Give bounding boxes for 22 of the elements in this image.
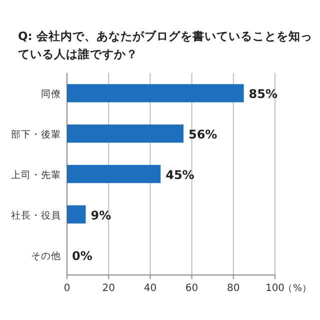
x-tick-label: 80 xyxy=(227,283,240,294)
x-axis-title: （%） xyxy=(283,283,312,294)
bar xyxy=(67,164,161,184)
y-tick-label: その他 xyxy=(31,250,61,262)
bar xyxy=(67,124,184,143)
y-tick-label: 上司・先輩 xyxy=(11,169,61,181)
y-tick-label: 部下・後輩 xyxy=(11,128,61,141)
x-tick-label: 60 xyxy=(185,283,198,294)
data-label: 45% xyxy=(166,168,194,182)
y-tick-label: 同僚 xyxy=(41,88,61,100)
data-label: 0% xyxy=(72,248,92,263)
x-tick-label: 40 xyxy=(144,283,157,294)
data-label: 56% xyxy=(188,128,218,142)
y-tick-label: 社長・役員 xyxy=(11,209,61,222)
bar xyxy=(67,205,86,224)
x-tick-label: 0 xyxy=(64,283,70,294)
data-label: 9% xyxy=(90,208,112,222)
chart-title: Q: 会社内で、あなたがブログを書いていることを知っている人は誰ですか？ xyxy=(18,29,312,61)
data-label: 85% xyxy=(248,87,278,102)
bar xyxy=(67,84,244,102)
x-tick-label: 100 xyxy=(265,283,285,294)
x-tick-label: 20 xyxy=(102,283,115,294)
